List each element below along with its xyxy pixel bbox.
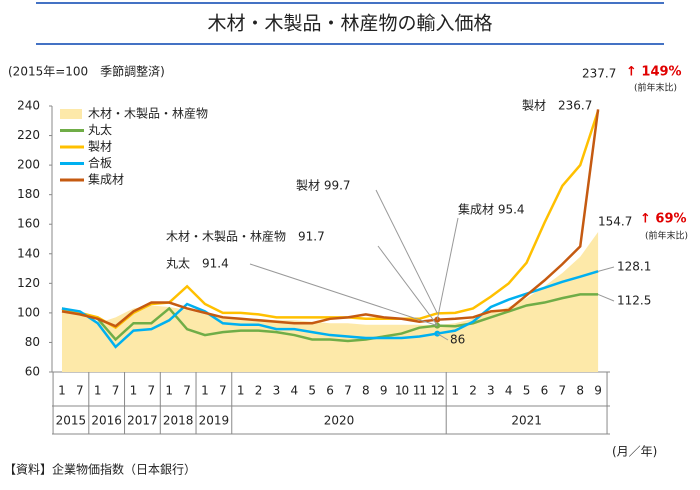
leader-line <box>437 333 449 341</box>
y-tick-label: 120 <box>17 276 40 290</box>
x-tick-label: 1 <box>237 384 245 398</box>
x-tick-label: 4 <box>290 384 298 398</box>
x-tick-label: 10 <box>395 384 409 398</box>
x-tick-label: 7 <box>219 384 227 398</box>
annotation: 集成材 95.4 <box>458 202 525 217</box>
y-tick-label: 220 <box>17 128 40 142</box>
x-tick-label: 6 <box>541 384 549 398</box>
x-tick-label: 9 <box>380 384 388 398</box>
x-tick-label: 1 <box>451 384 459 398</box>
y-tick-label: 240 <box>17 99 40 113</box>
annotation: (前年末比) <box>634 82 677 94</box>
year-label: 2017 <box>127 414 158 428</box>
x-tick-label: 4 <box>505 384 513 398</box>
x-tick-label: 12 <box>431 384 445 398</box>
source: 【資料】企業物価指数（日本銀行） <box>4 462 196 477</box>
subtitle: (2015年=100 季節調整済) <box>8 64 165 79</box>
legend-swatch <box>60 109 82 119</box>
y-tick-label: 200 <box>17 158 40 172</box>
x-tick-label: 6 <box>326 384 334 398</box>
legend-label: 集成材 <box>88 172 124 187</box>
line <box>61 110 600 330</box>
y-tick-label: 140 <box>17 246 40 260</box>
line <box>61 293 599 343</box>
x-tick-label: 1 <box>94 384 102 398</box>
x-tick-label: 1 <box>130 384 138 398</box>
year-label: 2020 <box>324 414 355 428</box>
annotation: (前年末比) <box>645 230 688 242</box>
legend-label: 合板 <box>88 155 112 170</box>
x-tick-label: 5 <box>308 384 316 398</box>
x-tick-label: 11 <box>413 384 427 398</box>
x-tick-label: 2 <box>469 384 477 398</box>
year-label: 2016 <box>91 414 122 428</box>
leader-line <box>436 217 459 320</box>
leader-line <box>597 266 615 272</box>
leader-line <box>249 263 438 327</box>
x-tick-label: 1 <box>201 384 209 398</box>
annotation: 154.7 <box>598 215 632 229</box>
x-tick-label: 7 <box>112 384 120 398</box>
x-tick-label: 5 <box>523 384 531 398</box>
annotation: 木材・木製品・林産物 91.7 <box>166 229 325 244</box>
x-tick-label: 7 <box>183 384 191 398</box>
annotation: 237.7 <box>582 67 616 81</box>
legend-label: 製材 <box>88 140 112 154</box>
x-tick-label: 7 <box>76 384 84 398</box>
annotation: 製材 236.7 <box>522 99 592 113</box>
y-tick-label: 160 <box>17 217 40 231</box>
year-label: 2021 <box>511 414 542 428</box>
x-tick-label: 1 <box>165 384 173 398</box>
line <box>61 109 600 328</box>
year-label: 2015 <box>56 414 87 428</box>
x-tick-label: 8 <box>576 384 584 398</box>
x-tick-label: 3 <box>487 384 495 398</box>
leader-line <box>375 189 438 314</box>
chart-title: 木材・木製品・林産物の輸入価格 <box>207 13 492 35</box>
y-tick-label: 100 <box>17 305 40 319</box>
year-label: 2018 <box>163 414 194 428</box>
annotation: 128.1 <box>617 260 651 274</box>
x-tick-label: 7 <box>559 384 567 398</box>
x-tick-label: 2 <box>255 384 263 398</box>
x-tick-label: 7 <box>148 384 156 398</box>
annotation: 丸太 91.4 <box>166 256 229 271</box>
y-tick-label: 80 <box>25 335 40 349</box>
x-tick-label: 1 <box>58 384 66 398</box>
x-tick-label: 8 <box>362 384 370 398</box>
x-unit: (月／年) <box>612 445 657 459</box>
y-tick-label: 180 <box>17 187 40 201</box>
legend-label: 丸太 <box>88 122 112 137</box>
leader-line <box>377 245 438 326</box>
annotation: ↑ 69% <box>640 212 687 227</box>
annotation: 86 <box>450 333 465 347</box>
x-tick-label: 9 <box>594 384 602 398</box>
leader-line <box>597 293 615 302</box>
legend-label: 木材・木製品・林産物 <box>88 106 208 121</box>
y-tick-label: 60 <box>25 365 40 379</box>
line <box>61 270 599 349</box>
year-label: 2019 <box>199 414 230 428</box>
area <box>62 232 599 372</box>
annotation: ↑ 149% <box>626 65 682 80</box>
annotation: 製材 99.7 <box>296 179 351 193</box>
annotation: 112.5 <box>617 294 651 308</box>
x-tick-label: 7 <box>344 384 352 398</box>
x-tick-label: 3 <box>273 384 281 398</box>
